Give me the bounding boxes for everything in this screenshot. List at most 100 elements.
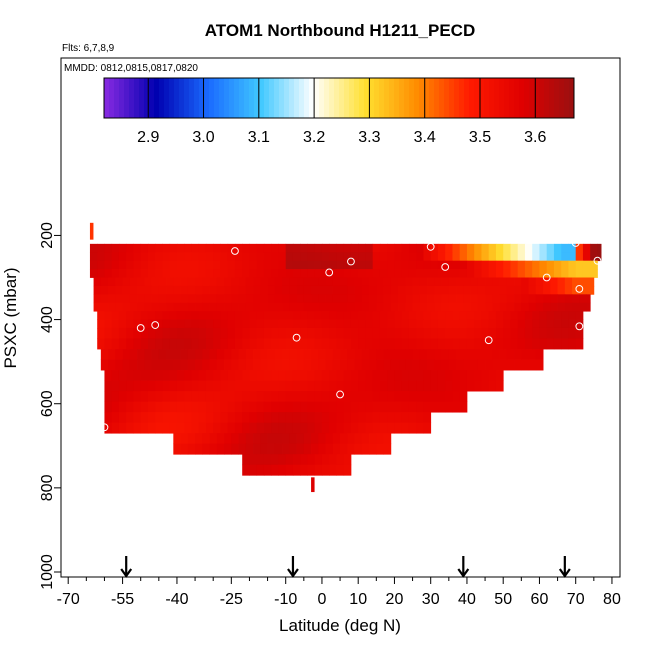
colorbar-swatch	[539, 78, 545, 118]
heatmap-cell	[256, 243, 265, 253]
heatmap-cell	[191, 243, 200, 253]
heatmap-cell	[111, 338, 120, 350]
heatmap-cell	[448, 294, 457, 304]
heatmap-cell	[104, 422, 113, 434]
heatmap-cell	[274, 443, 283, 455]
heatmap-cell	[553, 269, 562, 278]
heatmap-cell	[343, 391, 352, 403]
heatmap-cell	[488, 269, 497, 278]
heatmap-cell	[405, 294, 413, 304]
heatmap-cell	[140, 380, 149, 392]
heatmap-cell	[274, 302, 283, 312]
heatmap-cell	[176, 327, 185, 339]
heatmap-cell	[311, 477, 315, 493]
heatmap-cell	[314, 370, 323, 381]
heatmap-cell	[300, 260, 308, 270]
colorbar-swatch	[509, 78, 515, 118]
heatmap-cell	[263, 319, 272, 329]
heatmap-cell	[361, 285, 370, 295]
colorbar-swatch	[464, 78, 470, 118]
heatmap-cell	[354, 433, 363, 445]
heatmap-cell	[184, 327, 192, 339]
heatmap-cell	[133, 269, 142, 278]
heatmap-cell	[466, 260, 475, 270]
heatmap-cell	[303, 433, 312, 445]
heatmap-cell	[387, 260, 395, 270]
heatmap-cell	[289, 302, 297, 312]
heatmap-cell	[126, 412, 134, 424]
heatmap-cell	[358, 380, 366, 392]
heatmap-cell	[184, 401, 192, 413]
heatmap-cell	[329, 401, 337, 413]
heatmap-cell	[492, 277, 500, 287]
heatmap-cell	[485, 349, 493, 360]
heatmap-cell	[285, 370, 294, 381]
sample-points	[100, 239, 602, 432]
heatmap-cell	[263, 464, 272, 476]
heatmap-cell	[488, 319, 497, 329]
heatmap-cell	[470, 359, 479, 371]
heatmap-cell	[350, 319, 359, 329]
latitude-markers	[120, 556, 571, 578]
heatmap-cell	[430, 252, 439, 262]
heatmap-cell	[267, 359, 276, 371]
heatmap-cell	[332, 285, 341, 295]
heatmap-cell	[224, 443, 232, 455]
heatmap-cell	[311, 433, 319, 445]
heatmap-cell	[307, 401, 316, 413]
heatmap-cell	[474, 243, 482, 253]
heatmap-cell	[575, 311, 584, 320]
heatmap-cell	[267, 294, 276, 304]
heatmap-cell	[343, 422, 352, 434]
heatmap-cell	[300, 464, 308, 476]
heatmap-cell	[271, 260, 279, 270]
heatmap-cell	[249, 319, 258, 329]
heatmap-cell	[452, 269, 461, 278]
heatmap-cell	[441, 277, 450, 287]
colorbar-swatch	[504, 78, 510, 118]
heatmap-cell	[437, 319, 446, 329]
heatmap-cell	[300, 252, 308, 262]
heatmap-cell	[553, 252, 562, 262]
heatmap-cell	[147, 401, 156, 413]
heatmap-cell	[245, 359, 254, 371]
heatmap-cell	[216, 359, 225, 371]
heatmap-cell	[314, 380, 323, 392]
heatmap-cell	[499, 294, 508, 304]
heatmap-cell	[466, 338, 475, 350]
heatmap-cell	[419, 302, 428, 312]
heatmap-cell	[198, 252, 207, 262]
heatmap-cell	[401, 380, 410, 392]
heatmap-cell	[448, 349, 457, 360]
heatmap-cell	[401, 412, 410, 424]
heatmap-cell	[401, 327, 410, 339]
heatmap-cell	[263, 269, 272, 278]
heatmap-cell	[224, 285, 232, 295]
heatmap-cell	[187, 433, 196, 445]
heatmap-cell	[481, 319, 490, 329]
heatmap-cell	[419, 277, 428, 287]
heatmap-cell	[234, 260, 243, 270]
heatmap-cell	[506, 294, 515, 304]
colorbar-swatch	[329, 78, 335, 118]
colorbar-swatch	[534, 78, 540, 118]
colorbar-swatch	[204, 78, 210, 118]
heatmap-cell	[278, 319, 287, 329]
heatmap-cell	[140, 269, 149, 278]
heatmap-cell	[405, 359, 413, 371]
heatmap-cell	[546, 338, 555, 350]
x-tick-label: -40	[165, 591, 188, 608]
heatmap-cell	[564, 294, 573, 304]
heatmap-cell	[311, 443, 319, 455]
heatmap-cell	[354, 349, 363, 360]
heatmap-cell	[133, 260, 142, 270]
heatmap-cell	[514, 285, 522, 295]
heatmap-cell	[408, 380, 417, 392]
heatmap-cell	[568, 243, 577, 253]
heatmap-cell	[144, 277, 152, 287]
heatmap-cell	[89, 252, 98, 262]
heatmap-cell	[108, 359, 116, 371]
heatmap-cell	[401, 401, 410, 413]
heatmap-cell	[126, 327, 134, 339]
heatmap-cell	[452, 338, 461, 350]
